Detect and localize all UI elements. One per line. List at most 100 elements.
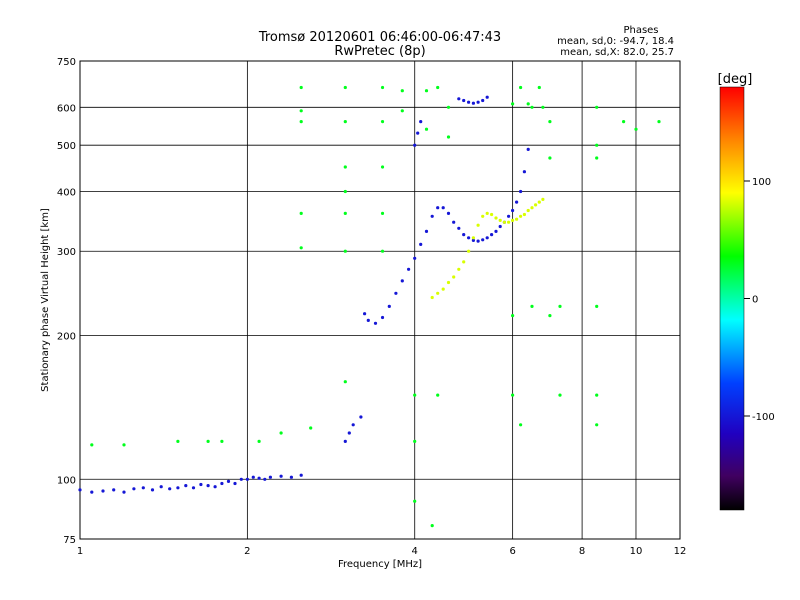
data-point xyxy=(78,488,82,492)
data-point xyxy=(537,200,541,204)
data-point xyxy=(257,439,261,443)
data-point xyxy=(476,223,480,227)
data-point xyxy=(351,423,355,427)
data-point xyxy=(199,482,203,487)
data-point xyxy=(289,475,293,479)
data-point xyxy=(407,267,411,271)
series-x-trace xyxy=(430,197,545,300)
y-tick-label: 100 xyxy=(57,475,76,486)
data-point xyxy=(413,499,417,503)
chart-subtitle: RwPretec (8p) xyxy=(334,44,425,59)
colorbar xyxy=(719,86,745,511)
data-point xyxy=(452,220,456,224)
data-point xyxy=(595,304,599,308)
data-point xyxy=(441,206,445,210)
data-point xyxy=(101,489,105,493)
data-point xyxy=(510,102,515,106)
y-tick-label: 300 xyxy=(57,247,76,258)
data-point xyxy=(522,212,527,217)
data-point xyxy=(394,291,398,295)
data-point xyxy=(595,143,599,147)
data-point xyxy=(490,212,494,217)
data-point xyxy=(359,415,363,419)
phases-line-x: mean, sd,X: 82.0, 25.7 xyxy=(560,47,674,58)
data-point xyxy=(251,475,255,479)
data-point xyxy=(380,120,385,124)
data-point xyxy=(206,484,210,488)
data-point xyxy=(245,477,249,481)
y-axis-label: Stationary phase Virtual Height [km] xyxy=(40,208,51,392)
data-point xyxy=(436,393,440,397)
data-point xyxy=(510,218,515,222)
y-tick-label: 400 xyxy=(57,187,76,198)
y-tick-label: 500 xyxy=(57,141,76,152)
data-point xyxy=(299,246,303,250)
grid-lines xyxy=(80,61,680,539)
series-o-trace-f-region xyxy=(343,147,530,443)
data-point xyxy=(481,238,485,242)
data-point xyxy=(220,481,224,486)
data-point xyxy=(462,233,466,237)
data-point xyxy=(191,486,196,490)
data-point xyxy=(413,256,417,260)
x-tick-label: 10 xyxy=(630,546,643,557)
colorbar-tick-label: 0 xyxy=(752,295,758,306)
data-point xyxy=(446,135,451,139)
data-point xyxy=(380,249,385,253)
data-point xyxy=(519,189,523,194)
data-point xyxy=(595,423,599,427)
data-point xyxy=(481,98,485,103)
data-point xyxy=(485,211,489,215)
data-point xyxy=(471,236,475,240)
data-point xyxy=(424,89,429,93)
chart-title: Tromsø 20120601 06:46:00-06:47:43 xyxy=(258,30,501,45)
x-axis-label: Frequency [MHz] xyxy=(338,559,422,570)
data-point xyxy=(494,216,498,220)
data-point xyxy=(90,490,94,494)
data-point xyxy=(343,189,347,194)
plot-area xyxy=(79,60,681,540)
data-point xyxy=(213,485,217,489)
data-point xyxy=(446,105,451,109)
data-point xyxy=(490,233,494,237)
data-point xyxy=(519,85,523,90)
data-point xyxy=(526,102,530,106)
data-point xyxy=(494,229,498,233)
data-point xyxy=(206,439,210,443)
data-point xyxy=(595,105,599,109)
x-tick-label: 4 xyxy=(412,546,418,557)
data-point xyxy=(363,312,367,316)
data-point xyxy=(90,443,94,447)
colorbar-tick-label: 100 xyxy=(752,177,771,188)
data-point xyxy=(343,85,347,90)
data-point xyxy=(558,393,562,397)
data-point xyxy=(498,224,502,229)
data-point xyxy=(515,200,519,204)
y-tick-label: 200 xyxy=(57,331,76,342)
data-point xyxy=(299,473,303,477)
x-tick-label: 12 xyxy=(674,546,687,557)
data-point xyxy=(413,439,417,443)
data-point xyxy=(476,239,480,243)
colorbar-label: [deg] xyxy=(718,72,753,87)
data-point xyxy=(441,287,445,291)
data-point xyxy=(380,85,385,90)
data-point xyxy=(519,214,523,218)
phases-line-o: mean, sd,0: -94.7, 18.4 xyxy=(557,36,674,47)
data-point xyxy=(299,85,303,90)
data-point xyxy=(526,208,530,213)
data-point xyxy=(226,479,231,483)
data-point xyxy=(622,120,626,124)
data-point xyxy=(168,487,172,491)
data-point xyxy=(184,484,188,488)
data-point xyxy=(268,475,272,479)
data-point xyxy=(595,156,599,160)
data-point xyxy=(537,85,541,90)
data-point xyxy=(446,211,451,215)
data-point xyxy=(220,439,224,443)
data-point xyxy=(502,220,506,224)
data-point xyxy=(485,236,489,240)
data-point xyxy=(424,229,429,233)
data-point xyxy=(430,524,434,528)
data-point xyxy=(413,393,417,397)
